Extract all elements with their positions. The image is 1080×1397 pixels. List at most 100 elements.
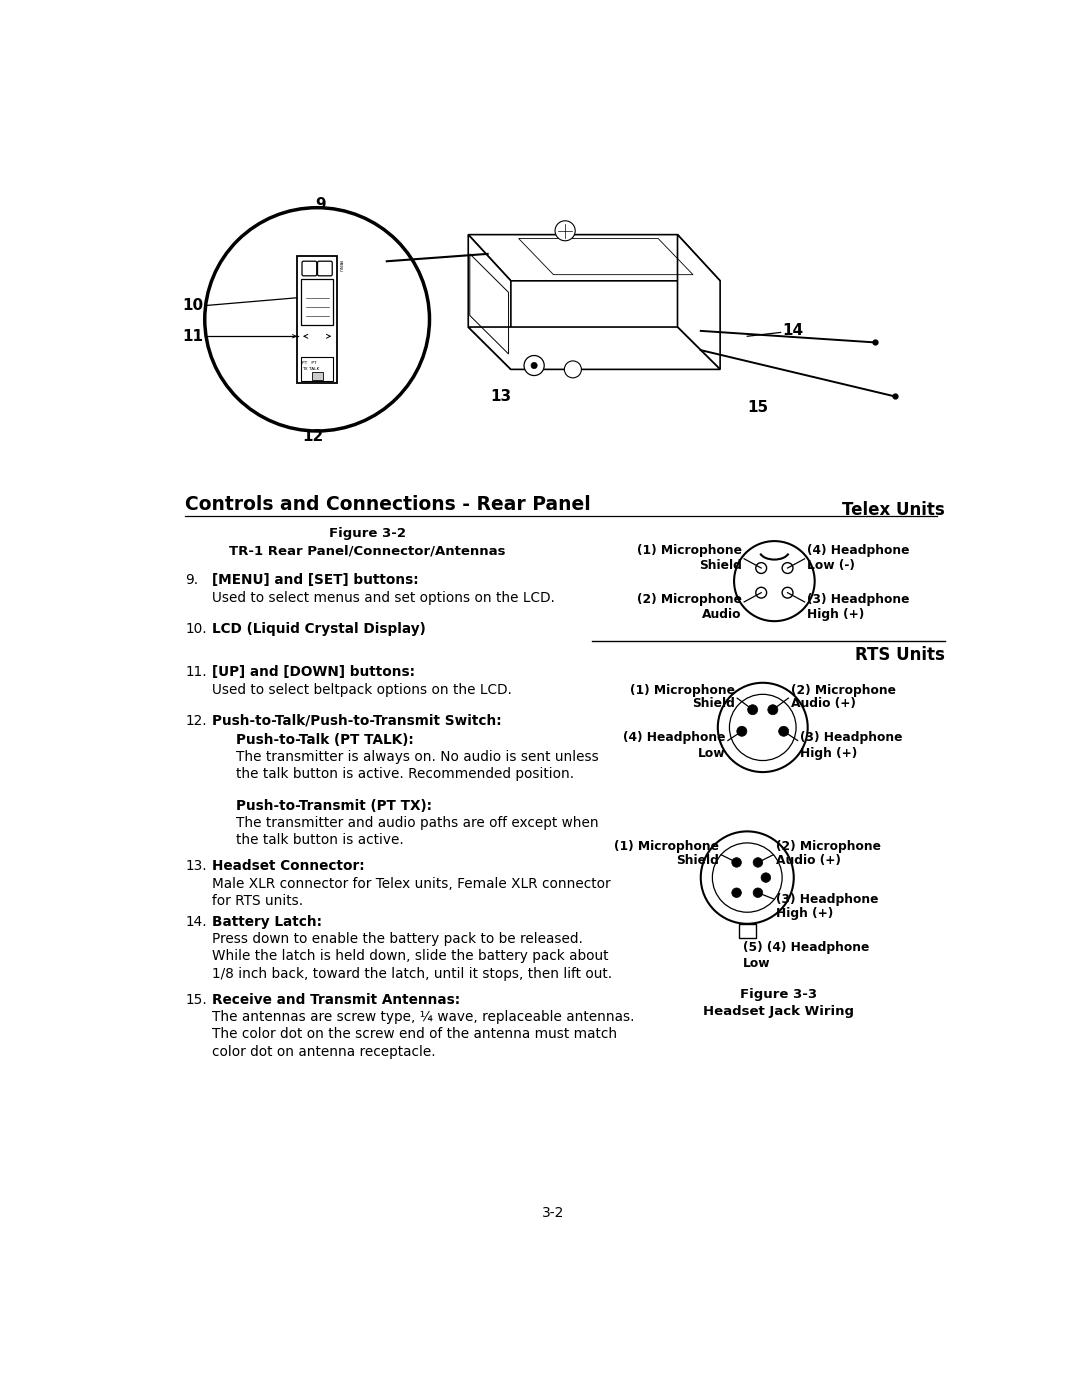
Circle shape (531, 362, 537, 369)
Circle shape (718, 683, 808, 773)
Circle shape (761, 873, 771, 883)
Text: RTS Units: RTS Units (855, 645, 945, 664)
Text: TX TALK: TX TALK (302, 366, 320, 370)
Text: Low (-): Low (-) (807, 559, 854, 571)
Circle shape (555, 221, 576, 240)
Text: color dot on antenna receptacle.: color dot on antenna receptacle. (213, 1045, 436, 1059)
Text: High (+): High (+) (807, 608, 864, 622)
Text: Used to select menus and set options on the LCD.: Used to select menus and set options on … (213, 591, 555, 605)
Circle shape (713, 842, 782, 912)
Text: PT   PT: PT PT (302, 362, 318, 365)
Circle shape (701, 831, 794, 923)
Text: Shield: Shield (692, 697, 734, 711)
Circle shape (782, 563, 793, 573)
Text: 11: 11 (183, 328, 203, 344)
Text: 10: 10 (183, 298, 203, 313)
Text: 15.: 15. (186, 993, 207, 1007)
Text: Push-to-Talk (PT TALK):: Push-to-Talk (PT TALK): (235, 733, 414, 747)
Text: The transmitter is always on. No audio is sent unless: The transmitter is always on. No audio i… (235, 750, 598, 764)
Circle shape (779, 726, 788, 736)
Text: (3) Headphone: (3) Headphone (800, 731, 903, 745)
Text: [UP] and [DOWN] buttons:: [UP] and [DOWN] buttons: (213, 665, 416, 679)
Text: 13.: 13. (186, 859, 207, 873)
Text: 3-2: 3-2 (542, 1206, 565, 1220)
Text: 15: 15 (747, 401, 768, 415)
Text: Low: Low (743, 957, 771, 970)
Polygon shape (469, 235, 511, 369)
Text: for RTS units.: for RTS units. (213, 894, 303, 908)
Text: (1) Microphone: (1) Microphone (630, 683, 734, 697)
Text: Figure 3-2: Figure 3-2 (329, 527, 406, 541)
FancyBboxPatch shape (312, 372, 323, 380)
Text: Receive and Transmit Antennas:: Receive and Transmit Antennas: (213, 993, 461, 1007)
Text: 1/8 inch back, toward the latch, until it stops, then lift out.: 1/8 inch back, toward the latch, until i… (213, 967, 612, 981)
Text: Shield: Shield (676, 854, 719, 868)
Text: Press down to enable the battery pack to be released.: Press down to enable the battery pack to… (213, 932, 583, 946)
Text: High (+): High (+) (775, 907, 833, 921)
Circle shape (729, 694, 796, 760)
Text: Male XLR connector for Telex units, Female XLR connector: Male XLR connector for Telex units, Fema… (213, 877, 611, 891)
Text: (3) Headphone: (3) Headphone (775, 893, 878, 905)
Text: 11.: 11. (186, 665, 207, 679)
Circle shape (782, 587, 793, 598)
Circle shape (732, 888, 741, 897)
Text: (4) Headphone: (4) Headphone (623, 731, 726, 745)
Text: 9.: 9. (186, 573, 199, 587)
Circle shape (524, 355, 544, 376)
Text: (3) Headphone: (3) Headphone (807, 592, 909, 606)
Text: Controls and Connections - Rear Panel: Controls and Connections - Rear Panel (186, 495, 591, 514)
Text: Low: Low (698, 746, 726, 760)
Text: 10.: 10. (186, 622, 207, 636)
Text: Figure 3-3: Figure 3-3 (740, 988, 816, 1000)
Text: TR-1 Rear Panel/Connector/Antennas: TR-1 Rear Panel/Connector/Antennas (229, 545, 505, 557)
Text: the talk button is active.: the talk button is active. (235, 833, 404, 848)
Text: Headset Connector:: Headset Connector: (213, 859, 365, 873)
Text: the talk button is active. Recommended position.: the talk button is active. Recommended p… (235, 767, 573, 781)
Circle shape (734, 541, 814, 622)
Text: 12.: 12. (186, 714, 207, 728)
Text: The color dot on the screw end of the antenna must match: The color dot on the screw end of the an… (213, 1027, 618, 1041)
Text: Audio (+): Audio (+) (775, 854, 840, 868)
Text: Telex Units: Telex Units (842, 502, 945, 520)
Polygon shape (677, 235, 720, 369)
Text: Battery Latch:: Battery Latch: (213, 915, 323, 929)
Circle shape (753, 858, 762, 868)
Text: 12: 12 (301, 429, 323, 444)
Circle shape (732, 858, 741, 868)
Text: The transmitter and audio paths are off except when: The transmitter and audio paths are off … (235, 816, 598, 830)
Text: Audio: Audio (702, 608, 742, 622)
Polygon shape (469, 327, 720, 369)
Text: High (+): High (+) (800, 746, 858, 760)
Text: 14: 14 (782, 323, 804, 338)
Circle shape (756, 587, 767, 598)
Text: Shield: Shield (699, 559, 742, 571)
Text: (5) (4) Headphone: (5) (4) Headphone (743, 942, 869, 954)
Circle shape (768, 704, 778, 715)
Text: (2) Microphone: (2) Microphone (791, 683, 895, 697)
Text: 9: 9 (315, 197, 326, 211)
Text: Push-to-Talk/Push-to-Transmit Switch:: Push-to-Talk/Push-to-Transmit Switch: (213, 714, 502, 728)
Text: 14.: 14. (186, 915, 207, 929)
Text: LCD (Liquid Crystal Display): LCD (Liquid Crystal Display) (213, 622, 427, 636)
Text: Headset Jack Wiring: Headset Jack Wiring (703, 1004, 854, 1017)
Text: The antennas are screw type, ¼ wave, replaceable antennas.: The antennas are screw type, ¼ wave, rep… (213, 1010, 635, 1024)
Circle shape (747, 704, 758, 715)
Text: Push-to-Transmit (PT TX):: Push-to-Transmit (PT TX): (235, 799, 432, 813)
Text: (1) Microphone: (1) Microphone (637, 545, 742, 557)
Text: While the latch is held down, slide the battery pack about: While the latch is held down, slide the … (213, 950, 609, 964)
Circle shape (205, 208, 430, 432)
Polygon shape (469, 235, 720, 281)
FancyBboxPatch shape (739, 923, 756, 937)
Circle shape (753, 888, 762, 897)
Text: MENU: MENU (338, 260, 342, 272)
FancyBboxPatch shape (297, 256, 337, 383)
Text: Audio (+): Audio (+) (791, 697, 855, 711)
Text: 13: 13 (490, 388, 511, 404)
Circle shape (756, 563, 767, 573)
FancyBboxPatch shape (301, 279, 334, 326)
Circle shape (737, 726, 747, 736)
Text: [MENU] and [SET] buttons:: [MENU] and [SET] buttons: (213, 573, 419, 587)
Text: Used to select beltpack options on the LCD.: Used to select beltpack options on the L… (213, 683, 512, 697)
Text: (2) Microphone: (2) Microphone (775, 840, 881, 854)
Text: (1) Microphone: (1) Microphone (613, 840, 719, 854)
